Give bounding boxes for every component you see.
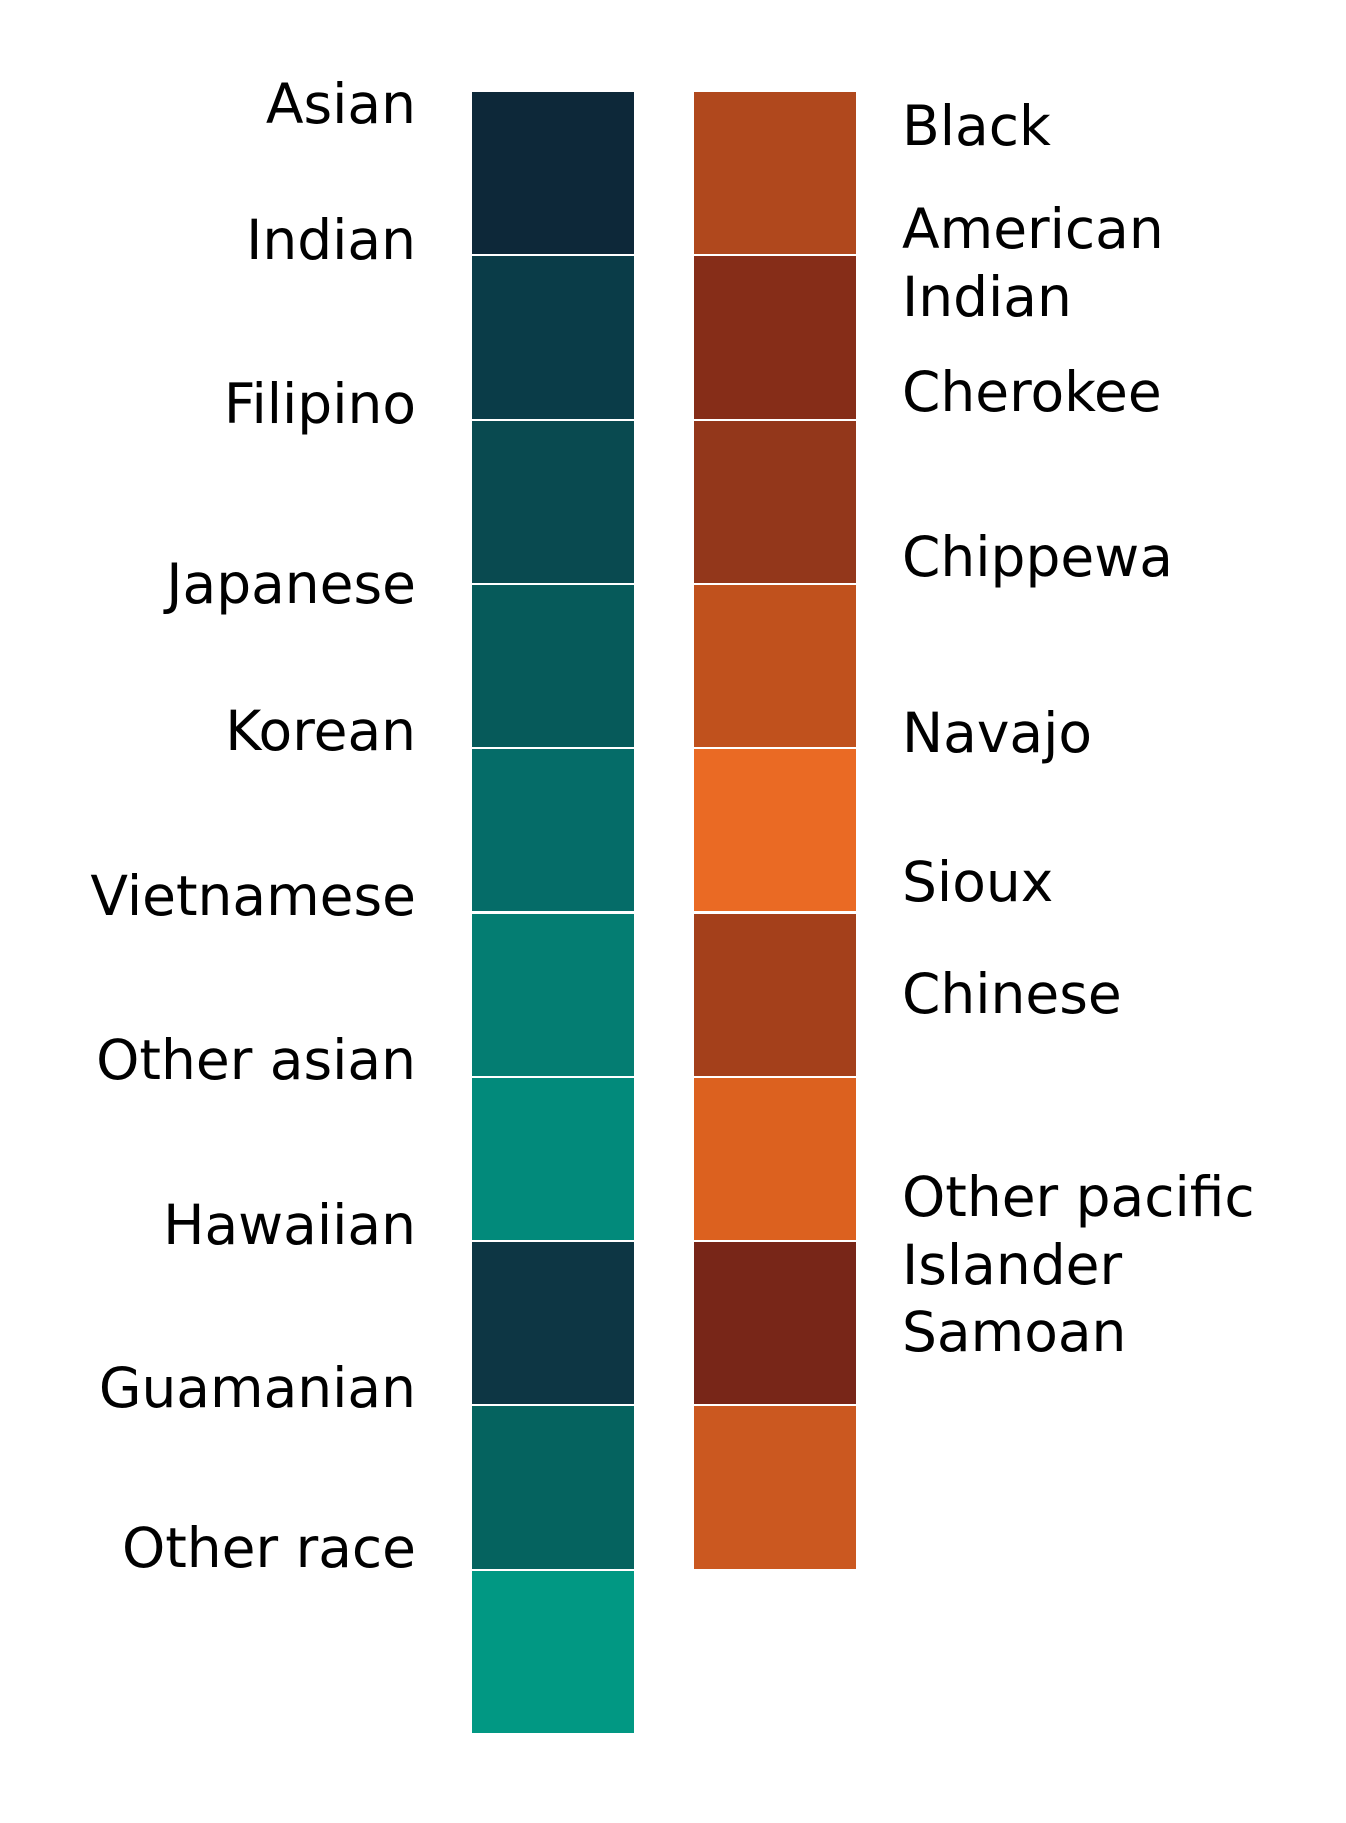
left-label-8: Hawaiian	[163, 1193, 416, 1257]
left-swatch-7	[472, 1077, 634, 1241]
left-swatch-2	[472, 256, 634, 419]
left-label-4: Japanese	[166, 552, 416, 616]
right-swatch-4	[694, 584, 856, 748]
left-label-5: Korean	[225, 699, 416, 763]
right-swatch-5	[694, 749, 856, 912]
left-label-9: Guamanian	[98, 1356, 416, 1420]
right-label-6: Sioux	[902, 850, 1054, 914]
left-label-2: Indian	[246, 208, 416, 272]
left-label-7: Other asian	[96, 1028, 416, 1092]
right-label-2: American Indian	[902, 197, 1164, 329]
left-swatch-9	[472, 1406, 634, 1569]
right-swatch-6	[694, 913, 856, 1076]
right-label-1: Black	[902, 94, 1051, 158]
left-swatch-10	[472, 1570, 634, 1733]
left-label-3: Filipino	[223, 372, 416, 436]
right-swatch-3	[694, 420, 856, 583]
left-swatch-3	[472, 420, 634, 583]
left-swatch-6	[472, 913, 634, 1076]
right-swatch-2	[694, 256, 856, 419]
right-label-9: Samoan	[902, 1300, 1127, 1364]
right-label-7: Chinese	[902, 962, 1122, 1026]
right-label-3: Cherokee	[902, 360, 1162, 424]
right-label-5: Navajo	[902, 701, 1093, 765]
right-swatch-1	[694, 92, 856, 255]
right-label-8: Other pacific Islander	[902, 1165, 1255, 1297]
right-label-4: Chippewa	[902, 525, 1173, 589]
left-swatch-8	[472, 1242, 634, 1405]
right-swatch-7	[694, 1077, 856, 1241]
right-swatch-9	[694, 1406, 856, 1569]
left-swatch-4	[472, 584, 634, 748]
left-label-1: Asian	[265, 72, 416, 136]
left-label-6: Vietnamese	[90, 864, 416, 928]
left-swatch-5	[472, 749, 634, 912]
right-swatch-8	[694, 1242, 856, 1405]
left-label-10: Other race	[121, 1516, 416, 1580]
left-swatch-1	[472, 92, 634, 255]
